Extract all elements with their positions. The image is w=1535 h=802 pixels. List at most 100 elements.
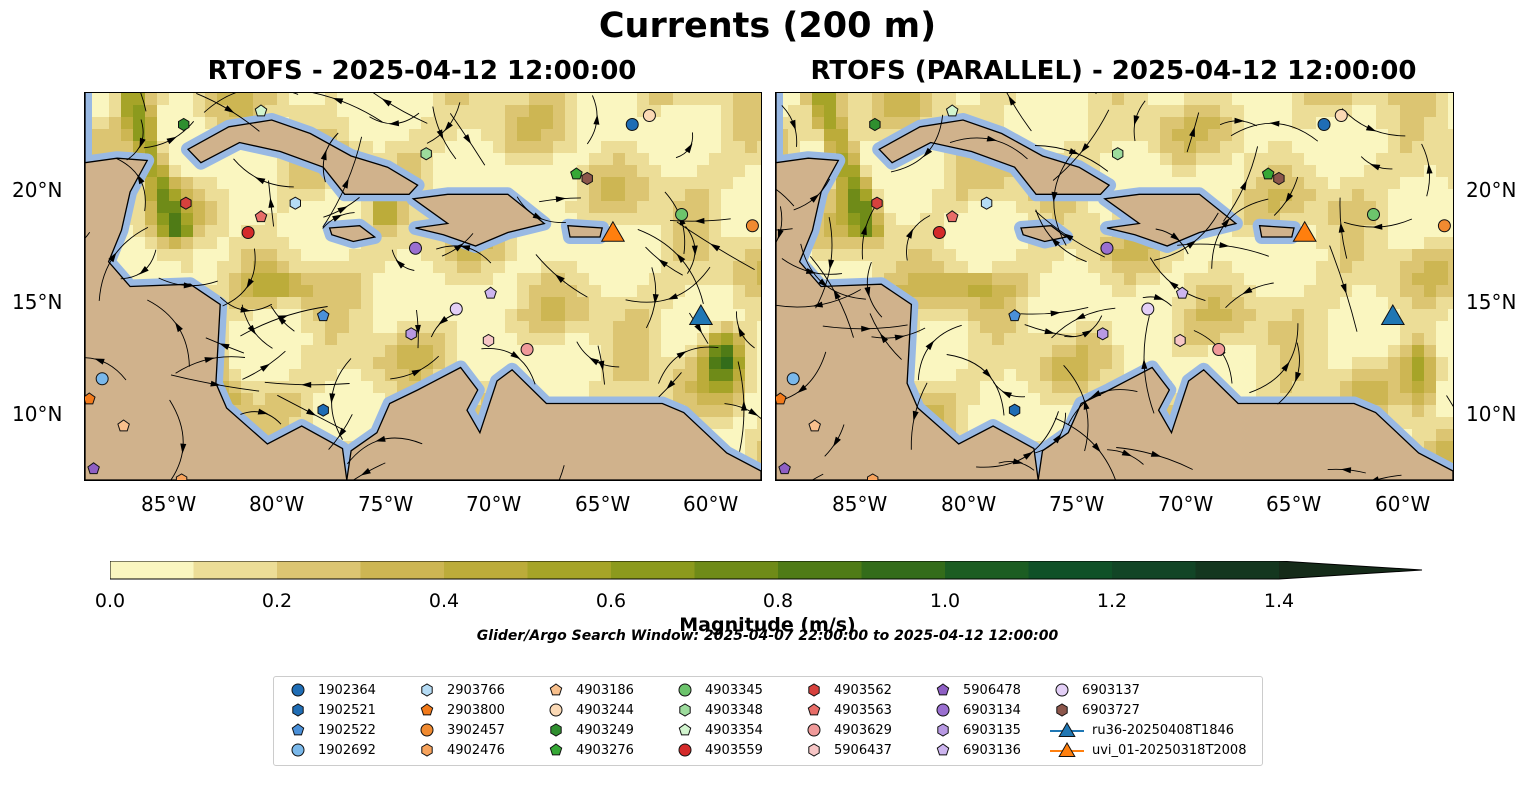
legend-hexagon-icon	[550, 723, 562, 737]
legend-pentagon-icon	[291, 723, 305, 736]
left-marker-4902476	[175, 473, 188, 480]
left-land-1	[411, 193, 546, 247]
colorbar-segment-6	[611, 561, 695, 579]
legend-marker-pentagon	[807, 703, 821, 716]
right-land-2	[1020, 225, 1068, 243]
right-map-panel[interactable]	[775, 92, 1454, 481]
right-marker-4903348	[1112, 147, 1124, 161]
left-map-svg	[85, 93, 761, 480]
lon-label-left-80w: 80°W	[249, 492, 305, 516]
legend-item-4903186: 4903186	[544, 681, 634, 699]
right-marker-5906478	[778, 462, 791, 475]
legend-circle-icon	[678, 683, 692, 697]
colorbar-segment-4	[444, 561, 528, 579]
legend-marker-pentagon	[549, 683, 563, 696]
right-marker-ru36-20250408T1846	[1380, 303, 1405, 325]
left-land-4	[85, 93, 348, 480]
legend-item-4902476: 4902476	[415, 741, 505, 759]
left-land-3	[567, 224, 604, 238]
legend-label: 4903354	[705, 722, 763, 738]
right-marker-4903559	[932, 226, 946, 239]
left-marker-4903562	[180, 196, 192, 210]
colorbar	[110, 561, 1423, 580]
legend-label: 4903563	[834, 702, 892, 718]
left-marker-4903186	[117, 419, 130, 432]
right-land-1	[1103, 193, 1238, 247]
left-marker-1902521	[317, 403, 329, 417]
legend-marker-triangle	[1050, 722, 1084, 737]
legend-item-4903354: 4903354	[673, 721, 763, 739]
legend-label: ru36-20250408T1846	[1092, 722, 1235, 738]
legend-marker-pentagon	[549, 743, 563, 756]
legend-hexagon-icon	[808, 683, 820, 697]
legend-marker-hexagon	[937, 723, 949, 737]
legend-hexagon-icon	[937, 723, 949, 737]
lon-label-right-85w: 85°W	[832, 492, 888, 516]
left-landmasses	[85, 93, 761, 480]
right-marker-1902692	[786, 372, 800, 386]
legend-hexagon-icon	[421, 743, 433, 757]
legend-marker-circle	[678, 683, 692, 697]
legend-item-4903563: 4903563	[802, 701, 892, 719]
colorbar-segment-8	[778, 561, 862, 579]
legend-marker-triangle	[1050, 742, 1084, 757]
legend-marker-pentagon	[678, 723, 692, 736]
legend-label: 4903345	[705, 682, 763, 698]
colorbar-segment-11	[1028, 561, 1113, 579]
legend-label: 4903249	[576, 722, 634, 738]
left-marker-4903629	[520, 343, 534, 356]
lat-label-left-20n: 20°N	[12, 178, 63, 202]
legend-item-4903348: 4903348	[673, 701, 763, 719]
right-marker-4903354	[945, 104, 959, 117]
legend-marker-pentagon	[291, 723, 305, 736]
legend-marker-pentagon	[936, 743, 950, 756]
right-marker-4903276	[1261, 167, 1275, 180]
legend-marker-circle	[936, 703, 950, 717]
legend-item-4903244: 4903244	[544, 701, 634, 719]
colorbar-segment-3	[360, 561, 445, 579]
legend-pentagon-icon	[678, 723, 692, 736]
left-marker-6903137	[449, 302, 463, 316]
legend-label: 4903562	[834, 682, 892, 698]
legend-label: 6903137	[1082, 682, 1140, 698]
legend-marker-hexagon	[808, 743, 820, 757]
colorbar-segment-12	[1112, 561, 1196, 579]
right-marker-4903629	[1212, 343, 1226, 356]
lon-label-right-70w: 70°W	[1158, 492, 1214, 516]
legend-marker-circle	[807, 723, 821, 737]
legend-circle-icon	[420, 723, 434, 737]
left-marker-4903249	[178, 117, 190, 132]
legend-label: 1902692	[318, 742, 376, 758]
left-map-panel[interactable]	[84, 92, 762, 481]
lon-label-right-60w: 60°W	[1375, 492, 1431, 516]
colorbar-tick-7: 1.4	[1263, 590, 1295, 612]
legend-item-4903629: 4903629	[802, 721, 892, 739]
legend-pentagon-icon	[807, 703, 821, 716]
left-marker-4903276	[570, 167, 583, 180]
legend-item-6903137: 6903137	[1050, 681, 1140, 699]
right-marker-4903563	[945, 210, 959, 223]
legend-marker-circle	[291, 683, 305, 697]
colorbar-tick-0: 0.0	[94, 590, 126, 612]
lat-label-right-10n: 10°N	[1466, 402, 1517, 426]
lon-label-left-65w: 65°W	[575, 492, 631, 516]
right-marker-4903186	[808, 419, 821, 432]
left-marker-6903136	[484, 286, 497, 299]
legend-label: uvi_01-20250318T2008	[1092, 742, 1247, 758]
legend-triangle-icon	[1058, 742, 1076, 757]
right-marker-uvi_01-20250318T2008	[1292, 220, 1317, 242]
left-marker-6903134	[408, 241, 422, 255]
left-marker-ru36-20250408T1846	[688, 303, 714, 325]
left-platform-markers	[85, 104, 759, 480]
legend-triangle-icon	[1058, 722, 1076, 737]
lon-label-left-75w: 75°W	[358, 492, 414, 516]
left-panel-title: RTOFS - 2025-04-12 12:00:00	[207, 56, 637, 86]
right-marker-1902521	[1008, 403, 1021, 417]
left-marker-5906437	[482, 333, 495, 348]
legend-marker-circle	[291, 743, 305, 757]
legend-label: 1902521	[318, 702, 376, 718]
lon-label-left-85w: 85°W	[141, 492, 197, 516]
colorbar-segment-13	[1195, 561, 1280, 579]
left-marker-4903244	[642, 109, 656, 122]
legend-marker-hexagon	[421, 683, 433, 697]
